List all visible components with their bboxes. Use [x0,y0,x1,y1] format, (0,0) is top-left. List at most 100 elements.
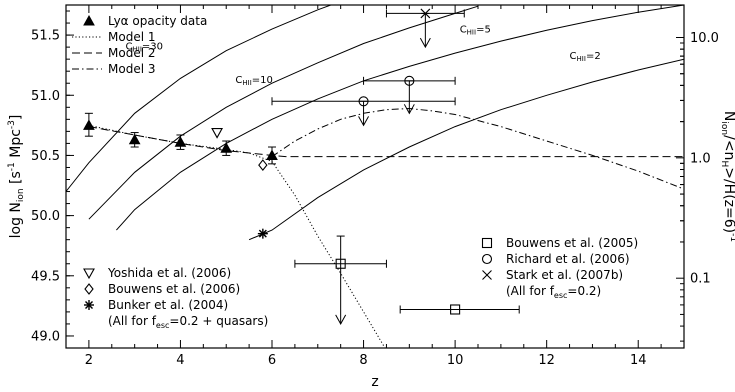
point-0-4 [266,149,278,160]
legend-bottom-right-note-prefix: (All for f [506,284,555,298]
point-6-0 [420,8,431,19]
ytick-label-0: 49.0 [31,329,60,344]
legend-top-left-marker-0-shape [83,14,95,26]
legend-bottom-right-label-0: Bouwens et al. (2005) [506,236,638,250]
point-0-2-shape [174,136,187,147]
point-5-1-arrow-head [403,104,415,115]
point-5-0-arrow-head [358,116,369,127]
chii-label-sub: HII [242,79,251,87]
chii-label-sub: HII [132,46,141,54]
point-0-3-shape [220,142,233,153]
xtick-label-0: 2 [85,353,93,368]
y2tick-label-1: 1.0 [690,151,711,166]
x-axis-label: z [371,374,378,390]
chii-label-c: C [460,25,467,36]
ytick-label-5: 51.5 [31,29,60,44]
model-line-2 [271,107,684,190]
right-axis-label: Nion/<nH>/H(z=6)-1 [719,111,735,242]
point-5-0 [358,96,369,107]
legend-bottom-left-label-0: Yoshida et al. (2006) [107,266,231,280]
legend-bottom-right-marker-1 [481,253,493,265]
legend-bottom-left-note-prefix: (All for f [108,314,157,328]
point-4-0 [335,258,346,269]
chii-label-sub: HII [577,55,586,63]
ytick-label-1: 49.5 [31,269,60,284]
legend-bottom-right-label-1: Richard et al. (2006) [506,252,630,266]
chii-curve-label-0: CHII=30 [126,42,164,54]
legend-bottom-right-label-2: Stark et al. (2007b) [506,268,623,282]
chii-label-c: C [235,75,242,86]
point-4-0-shape [335,258,346,269]
chii-label-suffix: =10 [252,75,273,86]
point-4-0-arrow-head [335,314,347,325]
legend-top-left-label-2: Model 2 [108,46,155,60]
chii-label-c: C [126,42,133,53]
xtick-label-6: 14 [630,353,647,368]
point-5-1-errorbar [363,76,456,115]
chii-curve-label-2: CHII=5 [460,25,491,37]
legend-bottom-left-marker-1-shape [84,283,94,295]
point-3-0-ray-3 [258,229,267,238]
legend-bottom-left-marker-1 [84,283,94,295]
point-5-0-errorbar [271,97,456,127]
legend-bottom-left-label-2: Bunker et al. (2004) [108,298,228,312]
legend-bottom-left-note: (All for fesc=0.2 + quasars) [108,314,268,330]
ytick-label-4: 51.0 [31,89,60,104]
legend-bottom-right-marker-2 [482,270,492,280]
y2tick-label-0: 10.0 [690,31,719,46]
chii-curve-label-3: CHII=2 [570,51,601,63]
legends: Lyα opacity data Model 1 Model 2 Model 3 Yos… [72,14,638,330]
point-0-0 [83,119,95,130]
point-6-0-arrow-head [419,37,431,49]
point-1-0-shape [211,128,224,139]
ytick-label-2: 50.0 [31,209,60,224]
point-6-0-b [420,8,431,19]
point-5-1-shape [404,75,415,86]
xtick-label-2: 6 [268,353,276,368]
point-4-0-errorbar [294,235,387,325]
legend-top-left-label-3: Model 3 [108,62,155,76]
chii-curve-3 [248,58,684,241]
chii-label-sub: HII [467,29,476,37]
xtick-label-3: 8 [359,353,367,368]
legend-bottom-left-note-sub: esc [156,321,170,330]
y2tick-label-2: 0.1 [690,272,711,287]
legend-bottom-left-marker-2 [84,300,94,310]
xtick-label-1: 4 [176,353,184,368]
legend-top-left-marker-0 [83,14,95,26]
point-3-0 [257,228,268,239]
chii-curves [66,5,684,241]
point-1-0 [211,128,224,139]
point-5-1 [404,75,415,86]
point-0-1 [128,133,141,145]
legend-bottom-right-marker-2-b [482,270,492,280]
legend-bottom-right-note-suffix: =0.2) [567,284,601,298]
point-2-0 [258,159,268,171]
ytick-label-3: 50.5 [31,149,60,164]
legend-bottom-left: Yoshida et al. (2006) Bouwens et al. (200… [83,266,268,330]
point-4-1-shape [450,304,461,315]
point-0-4-shape [266,149,278,160]
chii-curve-1 [88,5,479,220]
point-2-0-shape [258,159,268,171]
point-6-0-errorbar [385,9,465,49]
chii-label-suffix: =5 [476,25,491,36]
legend-top-left: Lyα opacity data Model 1 Model 2 Model 3 [72,14,207,76]
xtick-label-5: 12 [538,353,555,368]
chii-label-c: C [570,51,577,62]
legend-bottom-left-marker-0 [83,268,95,280]
chii-label-suffix: =2 [586,51,601,62]
legend-bottom-right-note: (All for fesc=0.2) [506,284,601,300]
axis-ticks: 2 4 6 8 10 12 14 49.0 49.5 50.0 50.5 51.0 51.5 10.0 1.… [31,5,719,368]
legend-bottom-left-label-1: Bouwens et al. (2006) [108,282,240,296]
point-0-2 [174,136,187,147]
point-0-3 [220,142,233,153]
chii-curve-2 [116,5,684,231]
point-0-1-shape [128,133,141,145]
point-5-0-shape [358,96,369,107]
data-points [83,8,520,325]
y-axis-label: log Nion [s-1 Mpc-3] [7,115,26,239]
legend-bottom-right-marker-0-shape [481,237,493,249]
